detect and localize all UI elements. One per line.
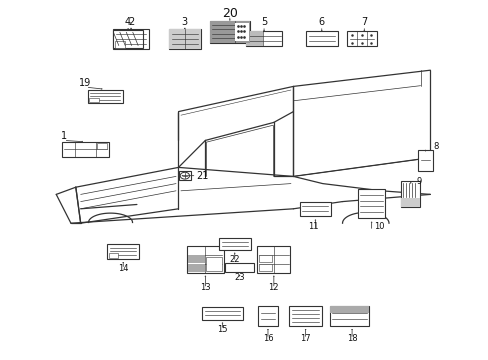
Bar [401,198,419,207]
Text: 9: 9 [416,177,421,186]
Bar [115,41,125,48]
Bar [258,264,272,271]
Bar [113,29,148,49]
Bar [107,244,139,259]
Bar [245,31,263,46]
Bar [417,150,432,171]
Text: 14: 14 [118,264,128,273]
Text: 6: 6 [318,17,324,27]
Bar [62,142,108,157]
Text: 23: 23 [234,274,244,282]
Bar [245,31,282,46]
Bar [257,246,290,273]
Text: 19: 19 [79,78,92,88]
Text: 3: 3 [182,17,187,27]
Bar [202,307,243,320]
Bar [209,21,249,43]
Text: 17: 17 [300,334,310,343]
Bar [299,202,331,216]
Bar [186,246,224,273]
Bar [179,171,190,180]
Bar [258,306,277,326]
Text: 8: 8 [433,142,438,151]
Text: 4: 4 [125,17,131,27]
Text: 16: 16 [262,334,273,343]
Bar [97,143,107,149]
Bar [305,31,337,46]
Bar [187,255,204,263]
Bar [329,306,368,326]
Bar [187,264,204,272]
Text: 22: 22 [229,255,240,264]
Text: 1: 1 [61,131,66,141]
Bar [401,181,419,207]
Text: 11: 11 [307,222,318,231]
Bar [288,306,322,326]
Bar [329,306,368,312]
Text: 10: 10 [373,222,384,231]
Text: 7: 7 [361,17,366,27]
Bar [169,29,201,49]
Text: 5: 5 [261,17,266,27]
Bar [225,263,253,271]
Bar [209,21,249,43]
Text: 2: 2 [128,17,134,27]
Bar [219,238,250,250]
Bar [109,253,118,258]
Bar [346,31,376,46]
Bar [357,189,385,218]
Bar [113,30,142,48]
Text: 15: 15 [217,325,227,334]
Bar [258,255,272,262]
Bar [235,23,248,41]
Text: 18: 18 [346,334,357,343]
Text: 13: 13 [200,284,210,292]
Bar [206,256,222,271]
Text: 21: 21 [196,171,209,181]
Text: 12: 12 [268,284,279,292]
Text: 20: 20 [222,7,237,20]
Bar [169,29,201,49]
Bar [87,90,122,103]
Bar [89,98,99,102]
